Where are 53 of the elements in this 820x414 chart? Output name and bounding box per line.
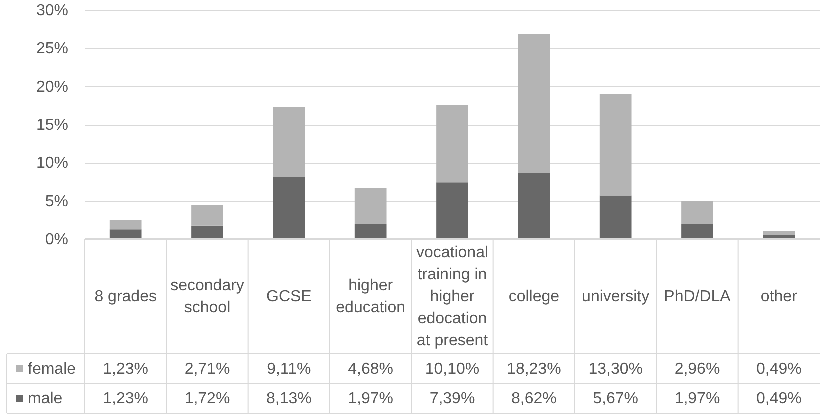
data-label: 0,49%	[756, 390, 802, 408]
data-label: 4,68%	[348, 360, 394, 378]
bar	[273, 176, 306, 239]
bar	[110, 230, 142, 239]
x-tick-label: other	[760, 288, 798, 306]
x-tick-label: college	[508, 288, 560, 306]
bar	[192, 205, 224, 226]
data-label: 1,72%	[184, 390, 230, 408]
bar	[436, 105, 468, 183]
y-tick-label: 15%	[36, 117, 68, 134]
bar	[682, 201, 714, 224]
data-label: 2,96%	[674, 360, 720, 378]
data-label: 1,23%	[103, 390, 149, 408]
data-label: 18,23%	[507, 360, 562, 378]
x-tick-label: PhD/DLA	[664, 288, 732, 306]
x-tick-label: university	[582, 288, 650, 306]
bar	[518, 34, 550, 174]
data-label: 1,97%	[674, 390, 720, 408]
bar	[273, 107, 306, 177]
y-tick-label: 20%	[36, 78, 68, 96]
data-label: 8,13%	[266, 390, 312, 408]
x-tick-label: higher education	[336, 278, 406, 316]
bar	[518, 173, 550, 239]
bar	[354, 188, 387, 224]
x-tick-label: secondary school	[170, 278, 244, 316]
data-label: 1,97%	[348, 390, 394, 408]
data-label: 10,10%	[425, 360, 480, 378]
bar	[600, 196, 632, 239]
bar	[600, 94, 632, 196]
x-tick-label: vocational training in higher edocation at present	[416, 244, 489, 350]
bar	[436, 182, 468, 239]
legend-label: female	[28, 360, 76, 378]
data-label: 5,67%	[593, 390, 639, 408]
data-label: 7,39%	[430, 390, 476, 408]
data-label: 8,62%	[511, 390, 557, 408]
bar	[354, 224, 387, 239]
x-tick-label: 8 grades	[94, 288, 157, 306]
legend-label: male	[28, 390, 63, 408]
y-tick-label: 5%	[45, 193, 68, 210]
data-label: 0,49%	[756, 360, 802, 378]
data-label: 13,30%	[588, 360, 643, 378]
x-tick-label: GCSE	[266, 288, 312, 306]
data-label: 2,71%	[184, 360, 230, 378]
bar	[110, 220, 142, 230]
bar	[763, 232, 796, 236]
bar	[192, 226, 224, 239]
y-tick-label: 0%	[45, 232, 68, 248]
y-tick-label: 25%	[36, 40, 68, 58]
bar	[682, 224, 714, 239]
data-label: 1,23%	[103, 360, 149, 378]
y-tick-label: 30%	[36, 2, 68, 20]
y-tick-label: 10%	[36, 155, 68, 172]
data-label: 9,11%	[267, 360, 312, 378]
